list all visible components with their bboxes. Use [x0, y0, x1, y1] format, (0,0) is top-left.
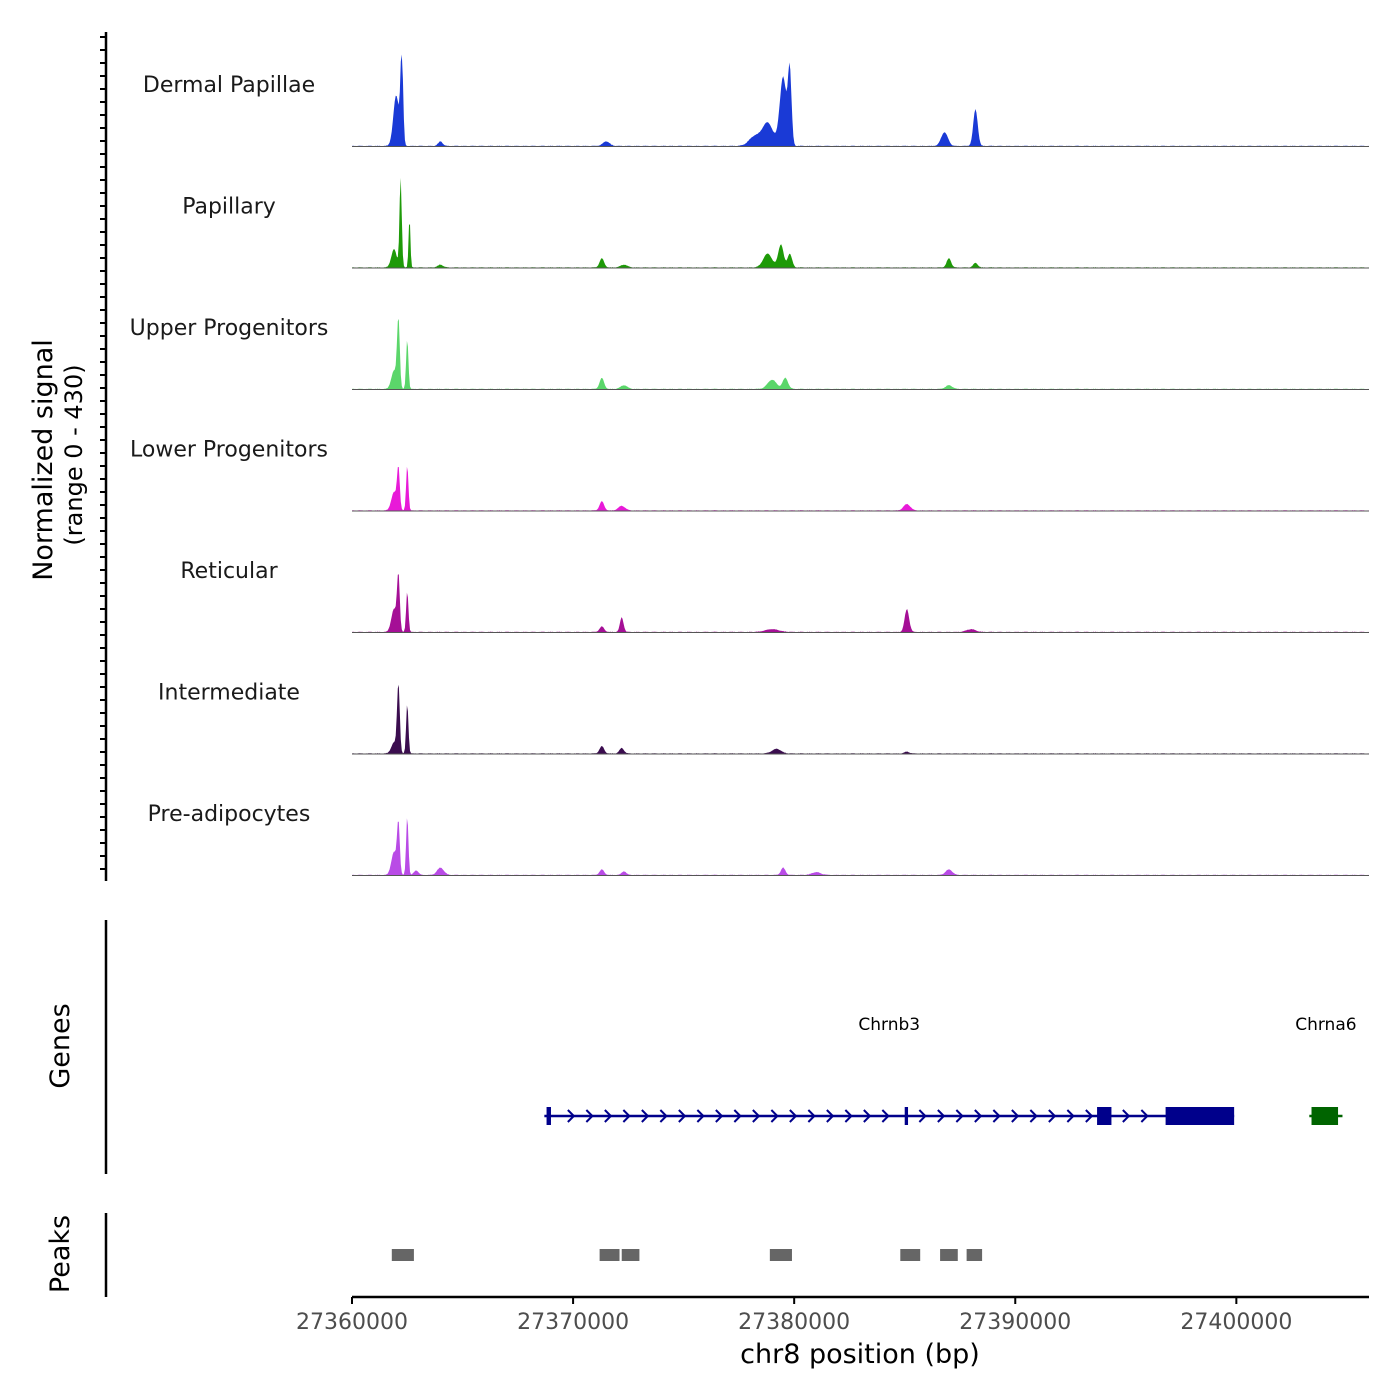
- genes-panel-label: Genes: [45, 1003, 76, 1088]
- strand-arrow: [807, 1109, 816, 1123]
- strand-arrow: [937, 1109, 946, 1123]
- gene-exon: [1311, 1107, 1339, 1125]
- gene-model: Chrnb3: [544, 1015, 1235, 1125]
- coverage-track: Intermediate: [158, 681, 1369, 755]
- track-label: Pre-adipocytes: [148, 802, 311, 827]
- coverage-tracks: Dermal Papillae Papillary Upper Progenitor…: [130, 54, 1369, 876]
- strand-arrow: [1011, 1109, 1020, 1123]
- peak-region: [621, 1249, 640, 1261]
- track-label: Lower Progenitors: [130, 438, 328, 463]
- strand-arrow: [1048, 1109, 1057, 1123]
- x-tick-label: 27380000: [738, 1310, 850, 1335]
- coverage-area: [352, 54, 1369, 147]
- strand-arrow: [974, 1109, 983, 1123]
- strand-arrow: [567, 1109, 576, 1123]
- strand-arrow: [1140, 1109, 1149, 1123]
- peak-region: [391, 1249, 414, 1261]
- coverage-track: Reticular: [180, 559, 1369, 633]
- signal-axis-title-line1: Normalized signal: [28, 339, 59, 581]
- strand-arrow: [844, 1109, 853, 1123]
- strand-arrow: [863, 1109, 872, 1123]
- coverage-track: Papillary: [182, 177, 1369, 269]
- signal-axis-ticks: [100, 36, 106, 870]
- strand-arrow: [1122, 1109, 1131, 1123]
- track-label: Intermediate: [158, 681, 300, 706]
- strand-arrow: [789, 1109, 798, 1123]
- coverage-track: Lower Progenitors: [130, 438, 1369, 512]
- x-tick-label: 27400000: [1180, 1310, 1292, 1335]
- strand-arrow: [992, 1109, 1001, 1123]
- strand-arrow: [659, 1109, 668, 1123]
- strand-arrow: [881, 1109, 890, 1123]
- coverage-area: [352, 574, 1369, 633]
- gene-label: Chrna6: [1295, 1015, 1356, 1035]
- strand-arrow: [770, 1109, 779, 1123]
- strand-arrow: [678, 1109, 687, 1123]
- track-label: Reticular: [180, 559, 278, 584]
- peak-region: [900, 1249, 921, 1261]
- strand-arrow: [955, 1109, 964, 1123]
- strand-arrow: [604, 1109, 613, 1123]
- track-label: Papillary: [182, 195, 276, 220]
- strand-arrow: [641, 1109, 650, 1123]
- gene-exon: [1165, 1107, 1235, 1125]
- x-axis-ticks: 27360000 27370000 27380000 27390000 27400000: [296, 1297, 1292, 1335]
- strand-arrow: [715, 1109, 724, 1123]
- coverage-track: Dermal Papillae: [143, 54, 1369, 147]
- coverage-area: [352, 684, 1369, 754]
- coverage-area: [352, 318, 1369, 390]
- track-label: Dermal Papillae: [143, 73, 315, 98]
- coverage-area: [352, 466, 1369, 511]
- peak-region: [769, 1249, 792, 1261]
- peaks-panel-label: Peaks: [45, 1215, 76, 1293]
- signal-axis-title-line2: (range 0 - 430): [60, 364, 88, 545]
- x-tick-label: 27390000: [959, 1310, 1071, 1335]
- strand-arrow: [622, 1109, 631, 1123]
- peak-region: [940, 1249, 958, 1261]
- peak-region: [599, 1249, 620, 1261]
- strand-arrow: [585, 1109, 594, 1123]
- coverage-area: [352, 177, 1369, 268]
- gene-exon: [904, 1107, 909, 1125]
- gene-exon: [1097, 1107, 1112, 1125]
- strand-arrow: [918, 1109, 927, 1123]
- strand-arrow: [826, 1109, 835, 1123]
- strand-arrow: [733, 1109, 742, 1123]
- gene-annotations: Chrnb3 Chrna6: [544, 1015, 1357, 1125]
- strand-arrow: [752, 1109, 761, 1123]
- coverage-area: [352, 818, 1369, 876]
- gene-exon: [546, 1107, 551, 1125]
- coverage-track: Pre-adipocytes: [148, 802, 1369, 876]
- coverage-track: Upper Progenitors: [130, 316, 1369, 390]
- strand-arrow: [1029, 1109, 1038, 1123]
- gene-model: Chrna6: [1295, 1015, 1357, 1125]
- x-tick-label: 27360000: [296, 1310, 408, 1335]
- x-axis-title: chr8 position (bp): [740, 1339, 980, 1370]
- strand-arrow: [1085, 1109, 1094, 1123]
- track-label: Upper Progenitors: [130, 316, 329, 341]
- x-tick-label: 27370000: [517, 1310, 629, 1335]
- peak-region: [966, 1249, 983, 1261]
- peak-regions: [391, 1249, 983, 1261]
- strand-arrow: [1066, 1109, 1075, 1123]
- gene-label: Chrnb3: [858, 1015, 920, 1035]
- strand-arrow: [696, 1109, 705, 1123]
